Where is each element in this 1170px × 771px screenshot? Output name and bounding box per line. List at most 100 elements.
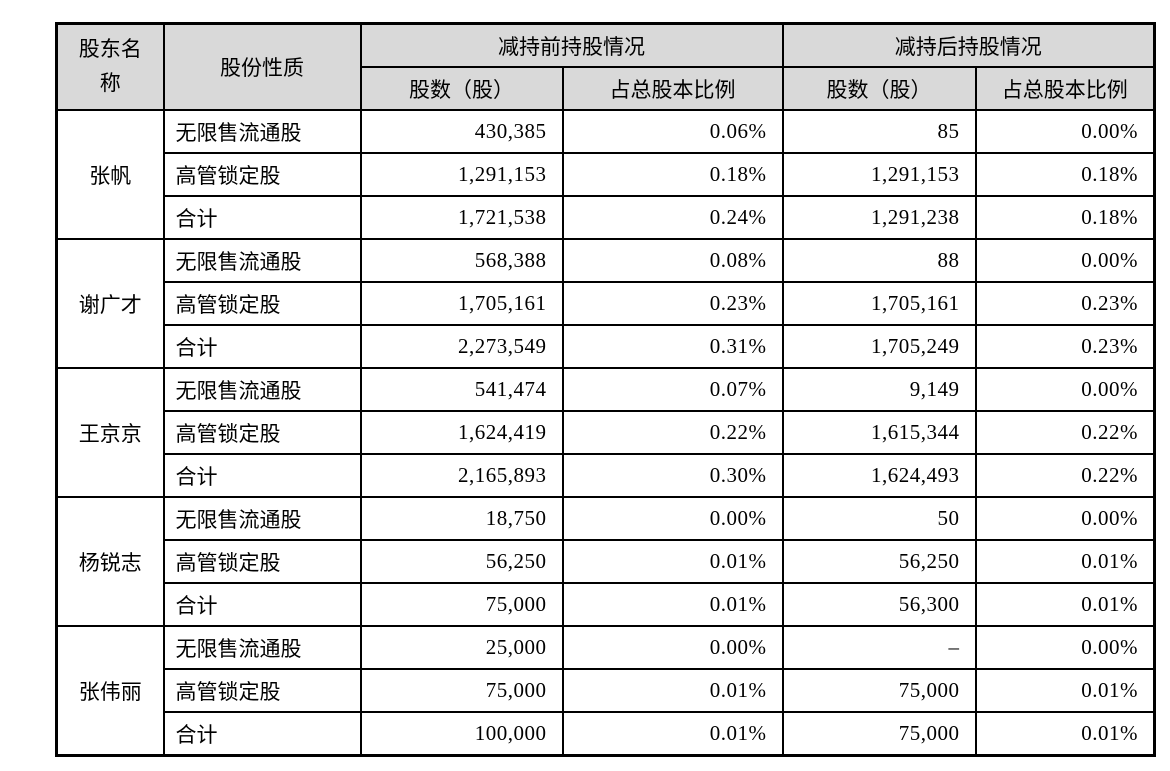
- after-ratio-cell: 0.01%: [974, 711, 1156, 757]
- table-row: 高管锁定股 1,705,161 0.23% 1,705,161 0.23%: [57, 281, 1156, 326]
- after-shares-cell: 75,000: [781, 711, 977, 757]
- share-nature-cell: 无限售流通股: [162, 367, 362, 412]
- after-ratio-cell: 0.18%: [974, 152, 1156, 197]
- before-ratio-cell: 0.31%: [561, 324, 784, 369]
- before-shares-cell: 2,273,549: [359, 324, 564, 369]
- share-nature-cell: 无限售流通股: [162, 238, 362, 283]
- before-ratio-cell: 0.30%: [561, 453, 784, 498]
- before-shares-cell: 541,474: [359, 367, 564, 412]
- before-ratio-cell: 0.01%: [561, 711, 784, 757]
- shareholder-name: 王京京: [55, 367, 165, 498]
- after-shares-cell: –: [781, 625, 977, 670]
- after-shares-cell: 88: [781, 238, 977, 283]
- after-shares-cell: 1,705,161: [781, 281, 977, 326]
- after-shares-cell: 1,705,249: [781, 324, 977, 369]
- after-shares-cell: 1,615,344: [781, 410, 977, 455]
- after-ratio-cell: 0.01%: [974, 668, 1156, 713]
- before-shares-cell: 1,624,419: [359, 410, 564, 455]
- share-nature-cell: 高管锁定股: [162, 539, 362, 584]
- header-shareholder-name-label: 股东名称: [78, 37, 142, 95]
- before-ratio-cell: 0.18%: [561, 152, 784, 197]
- header-shareholder-name: 股东名称: [55, 22, 165, 111]
- table-row: 高管锁定股 75,000 0.01% 75,000 0.01%: [57, 668, 1156, 713]
- share-nature-cell: 无限售流通股: [162, 109, 362, 154]
- table-row: 合计 1,721,538 0.24% 1,291,238 0.18%: [57, 195, 1156, 240]
- table-row: 合计 2,273,549 0.31% 1,705,249 0.23%: [57, 324, 1156, 369]
- table-row: 张帆 无限售流通股 430,385 0.06% 85 0.00%: [55, 109, 1156, 240]
- header-before-shares: 股数（股）: [359, 66, 564, 111]
- table-header: 股东名称 股份性质 减持前持股情况 减持后持股情况 股数（股） 占总股本比例 股…: [55, 22, 1156, 111]
- share-nature-cell: 合计: [162, 582, 362, 627]
- after-ratio-cell: 0.22%: [974, 410, 1156, 455]
- after-ratio-cell: 0.23%: [974, 324, 1156, 369]
- share-nature-cell: 合计: [162, 324, 362, 369]
- after-ratio-cell: 0.22%: [974, 453, 1156, 498]
- header-after-ratio: 占总股本比例: [974, 66, 1156, 111]
- header-before-ratio: 占总股本比例: [561, 66, 784, 111]
- after-ratio-cell: 0.00%: [974, 625, 1156, 670]
- header-after-shares: 股数（股）: [781, 66, 977, 111]
- share-nature-cell: 高管锁定股: [162, 410, 362, 455]
- before-shares-cell: 25,000: [359, 625, 564, 670]
- before-ratio-cell: 0.01%: [561, 668, 784, 713]
- share-nature-cell: 无限售流通股: [162, 496, 362, 541]
- after-shares-cell: 50: [781, 496, 977, 541]
- table-row: 杨锐志 无限售流通股 18,750 0.00% 50 0.00%: [55, 496, 1156, 627]
- after-shares-cell: 1,291,238: [781, 195, 977, 240]
- table-row: 合计 2,165,893 0.30% 1,624,493 0.22%: [57, 453, 1156, 498]
- before-ratio-cell: 0.22%: [561, 410, 784, 455]
- table-row: 王京京 无限售流通股 541,474 0.07% 9,149 0.00%: [55, 367, 1156, 498]
- header-share-nature: 股份性质: [162, 22, 362, 111]
- shareholder-name: 张伟丽: [55, 625, 165, 757]
- table-row: 谢广才 无限售流通股 568,388 0.08% 88 0.00%: [55, 238, 1156, 369]
- table-row: 高管锁定股 1,624,419 0.22% 1,615,344 0.22%: [57, 410, 1156, 455]
- before-shares-cell: 430,385: [359, 109, 564, 154]
- after-shares-cell: 85: [781, 109, 977, 154]
- after-shares-cell: 1,291,153: [781, 152, 977, 197]
- share-nature-cell: 高管锁定股: [162, 281, 362, 326]
- after-ratio-cell: 0.00%: [974, 367, 1156, 412]
- before-shares-cell: 1,705,161: [359, 281, 564, 326]
- shareholder-name: 谢广才: [55, 238, 165, 369]
- shareholder-name: 杨锐志: [55, 496, 165, 627]
- before-ratio-cell: 0.00%: [561, 625, 784, 670]
- share-nature-cell: 高管锁定股: [162, 668, 362, 713]
- before-ratio-cell: 0.00%: [561, 496, 784, 541]
- before-shares-cell: 1,721,538: [359, 195, 564, 240]
- shareholder-name: 张帆: [55, 109, 165, 240]
- before-ratio-cell: 0.01%: [561, 539, 784, 584]
- before-shares-cell: 75,000: [359, 582, 564, 627]
- table-row: 张伟丽 无限售流通股 25,000 0.00% – 0.00%: [55, 625, 1156, 757]
- after-ratio-cell: 0.00%: [974, 238, 1156, 283]
- after-ratio-cell: 0.18%: [974, 195, 1156, 240]
- after-shares-cell: 56,250: [781, 539, 977, 584]
- after-shares-cell: 1,624,493: [781, 453, 977, 498]
- after-ratio-cell: 0.23%: [974, 281, 1156, 326]
- share-nature-cell: 合计: [162, 711, 362, 757]
- after-shares-cell: 56,300: [781, 582, 977, 627]
- before-ratio-cell: 0.01%: [561, 582, 784, 627]
- share-nature-cell: 合计: [162, 195, 362, 240]
- before-shares-cell: 18,750: [359, 496, 564, 541]
- after-ratio-cell: 0.00%: [974, 109, 1156, 154]
- after-ratio-cell: 0.00%: [974, 496, 1156, 541]
- before-shares-cell: 568,388: [359, 238, 564, 283]
- before-ratio-cell: 0.23%: [561, 281, 784, 326]
- header-before-group: 减持前持股情况: [359, 22, 784, 68]
- after-ratio-cell: 0.01%: [974, 582, 1156, 627]
- before-shares-cell: 2,165,893: [359, 453, 564, 498]
- shareholding-table: 股东名称 股份性质 减持前持股情况 减持后持股情况 股数（股） 占总股本比例 股…: [55, 22, 1156, 757]
- table-row: 合计 100,000 0.01% 75,000 0.01%: [57, 711, 1156, 757]
- share-nature-cell: 合计: [162, 453, 362, 498]
- after-shares-cell: 75,000: [781, 668, 977, 713]
- table-row: 合计 75,000 0.01% 56,300 0.01%: [57, 582, 1156, 627]
- after-shares-cell: 9,149: [781, 367, 977, 412]
- table-row: 高管锁定股 1,291,153 0.18% 1,291,153 0.18%: [57, 152, 1156, 197]
- header-after-group: 减持后持股情况: [781, 22, 1156, 68]
- before-shares-cell: 1,291,153: [359, 152, 564, 197]
- before-ratio-cell: 0.08%: [561, 238, 784, 283]
- before-ratio-cell: 0.06%: [561, 109, 784, 154]
- after-ratio-cell: 0.01%: [974, 539, 1156, 584]
- share-nature-cell: 高管锁定股: [162, 152, 362, 197]
- share-nature-cell: 无限售流通股: [162, 625, 362, 670]
